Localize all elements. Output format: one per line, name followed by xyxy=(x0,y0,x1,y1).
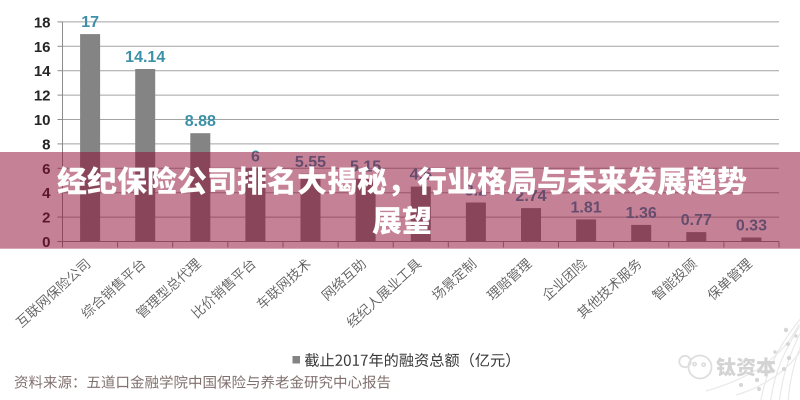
svg-text:14: 14 xyxy=(34,63,51,80)
svg-text:17: 17 xyxy=(81,14,99,31)
svg-text:10: 10 xyxy=(34,112,51,129)
svg-text:14.14: 14.14 xyxy=(125,49,165,66)
svg-text:8.88: 8.88 xyxy=(185,113,216,130)
svg-text:12: 12 xyxy=(34,88,51,105)
svg-text:18: 18 xyxy=(34,14,51,31)
svg-text:8: 8 xyxy=(42,136,50,153)
svg-text:16: 16 xyxy=(34,39,51,56)
